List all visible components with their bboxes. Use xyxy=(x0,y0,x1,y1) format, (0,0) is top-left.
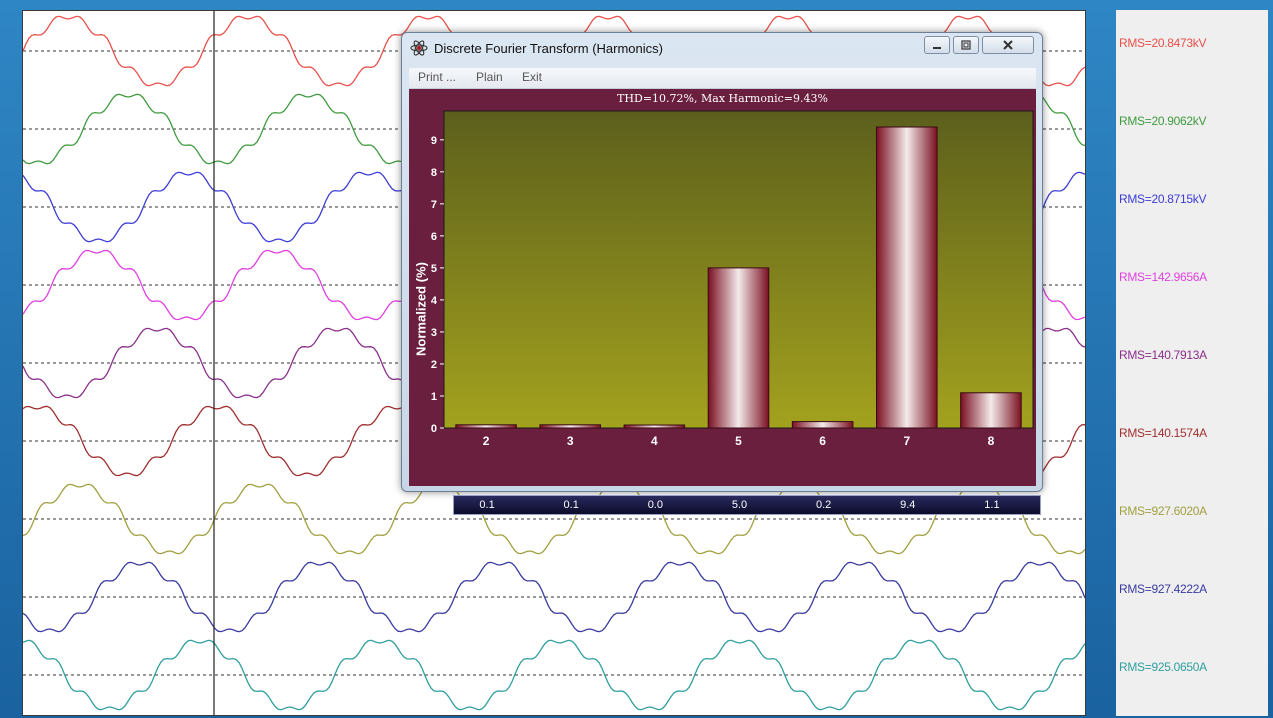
y-tick-label: 9 xyxy=(431,135,437,147)
percent-value: 0.1 xyxy=(563,499,579,511)
y-tick-label: 2 xyxy=(431,359,437,371)
window-title: Discrete Fourier Transform (Harmonics) xyxy=(434,41,663,56)
maximize-button[interactable] xyxy=(953,36,979,54)
harmonic-bar[interactable] xyxy=(960,392,1022,429)
y-tick-label: 3 xyxy=(431,327,437,339)
harmonic-bar[interactable] xyxy=(707,267,770,429)
y-tick-label: 4 xyxy=(431,295,438,307)
chart-title: THD=10.72%, Max Harmonic=9.43% xyxy=(617,92,828,105)
percent-value: 0.2 xyxy=(815,499,832,511)
atom-icon xyxy=(410,40,428,56)
rms-label: RMS=927.6020A xyxy=(1119,504,1207,518)
x-tick-label: 2 xyxy=(483,434,490,448)
harmonic-bar[interactable] xyxy=(455,424,517,429)
minimize-icon xyxy=(933,47,941,49)
y-tick-label: 5 xyxy=(431,263,437,275)
minimize-button[interactable] xyxy=(924,36,950,54)
menu-exit[interactable]: Exit xyxy=(522,70,543,84)
y-tick-label: 0 xyxy=(431,423,437,435)
harmonic-bar[interactable] xyxy=(791,421,854,429)
y-tick-label: 6 xyxy=(431,231,437,243)
y-tick-label: 7 xyxy=(431,199,437,211)
x-tick-label: 8 xyxy=(988,434,995,448)
x-tick-label: 3 xyxy=(567,434,574,448)
dft-harmonics-window[interactable]: Discrete Fourier Transform (Harmonics) P… xyxy=(401,32,1043,515)
waveform-trace xyxy=(23,639,1085,711)
rms-label: RMS=20.8715kV xyxy=(1119,192,1207,206)
harmonic-bar[interactable] xyxy=(539,424,602,429)
rms-label: RMS=925.0650A xyxy=(1119,660,1207,674)
percent-value: 0.1 xyxy=(479,499,495,511)
rms-label: RMS=20.8473kV xyxy=(1119,36,1207,50)
x-tick-label: 6 xyxy=(819,434,826,448)
rms-label: RMS=142.9656A xyxy=(1119,270,1207,284)
percent-value-strip: 0.1 0.1 0.0 5.0 0.2 9.4 1.1 xyxy=(453,495,1041,515)
percent-value: 5.0 xyxy=(731,499,748,511)
percent-value: 9.4 xyxy=(900,499,916,511)
waveform-trace xyxy=(23,483,1085,555)
rms-panel: RMS=20.8473kV RMS=20.9062kV RMS=20.8715kV R… xyxy=(1116,10,1268,716)
maximize-icon xyxy=(961,40,971,50)
close-button[interactable] xyxy=(982,36,1034,54)
rms-label: RMS=20.9062kV xyxy=(1119,114,1207,128)
percent-value: 1.1 xyxy=(984,499,1000,511)
waveform-trace xyxy=(23,561,1085,633)
harmonics-chart: THD=10.72%, Max Harmonic=9.43% Normalize… xyxy=(409,89,1041,515)
menubar: Print ... Plain Exit xyxy=(409,68,1036,89)
percent-row-label: % xyxy=(427,499,437,511)
harmonic-bar[interactable] xyxy=(623,424,686,429)
rms-label: RMS=927.4222A xyxy=(1119,582,1207,596)
rms-label: RMS=140.1574A xyxy=(1119,426,1207,440)
x-tick-label: 5 xyxy=(735,434,742,448)
y-tick-label: 1 xyxy=(431,391,437,403)
x-tick-label: 4 xyxy=(651,434,658,448)
y-tick-label: 8 xyxy=(431,167,437,179)
harmonic-bar[interactable] xyxy=(875,126,938,429)
menu-print[interactable]: Print ... xyxy=(418,70,457,84)
chart-canvas: 0 1 2 3 4 5 6 7 8 9 2 3 4 5 6 7 8 xyxy=(431,110,1034,448)
rms-label: RMS=140.7913A xyxy=(1119,348,1207,362)
x-tick-label: 7 xyxy=(903,434,910,448)
close-icon xyxy=(1003,40,1013,50)
percent-value: 0.0 xyxy=(647,499,663,511)
menu-plain[interactable]: Plain xyxy=(476,70,503,84)
